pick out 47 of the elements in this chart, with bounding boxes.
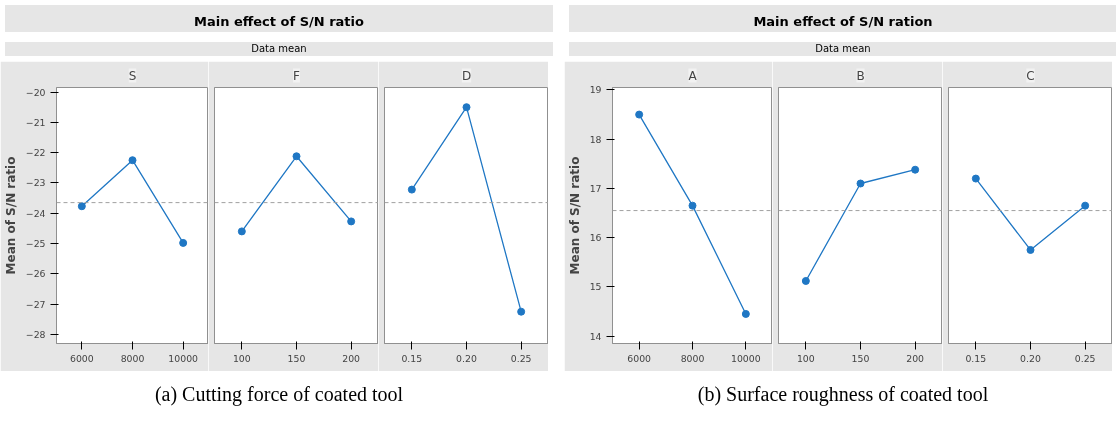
x-tick-label: 8000	[120, 352, 145, 364]
x-tick-label: 0.20	[1020, 352, 1041, 364]
y-tick-label: −26	[25, 268, 46, 280]
y-tick-label: 17	[589, 182, 602, 194]
text: Data mean	[815, 41, 871, 56]
text: Main effect of S/N ration	[753, 13, 933, 31]
x-tick-label: 100	[232, 352, 251, 364]
y-tick-label: −22	[25, 146, 46, 158]
x-tick-label: 200	[342, 352, 361, 364]
y-tick-label: −24	[25, 207, 46, 219]
text: (b) Surface roughness of coated tool	[697, 381, 989, 408]
x-tick-label: 0.20	[456, 352, 477, 364]
chart-title: S	[128, 68, 137, 83]
x-tick-label: 10000	[731, 352, 761, 364]
x-tick-label: 150	[851, 352, 870, 364]
x-tick-label: 200	[906, 352, 925, 364]
chart-title: F	[293, 68, 301, 83]
chart-title: B	[856, 68, 865, 83]
y-axis-title: Mean of S/N ratio	[567, 156, 582, 275]
chart-title: C	[1026, 68, 1035, 83]
y-tick-label: 16	[589, 232, 602, 243]
x-tick-label: 0.25	[1074, 352, 1096, 364]
x-tick-label: 6000	[627, 352, 652, 364]
y-tick-label: −23	[25, 177, 46, 189]
text: Main effect of S/N ratio	[194, 13, 364, 31]
y-tick-label: 19	[589, 84, 602, 96]
y-tick-label: −25	[25, 237, 46, 249]
y-tick-label: 14	[589, 330, 602, 342]
text: Data mean	[251, 41, 307, 56]
y-tick-label: −20	[25, 86, 46, 98]
y-tick-label: −21	[25, 116, 46, 128]
chart-title: A	[688, 68, 698, 83]
x-tick-label: 10000	[168, 352, 199, 364]
chart-title: D	[461, 68, 472, 83]
x-tick-label: 100	[796, 352, 815, 364]
y-axis-title: Mean of S/N ratio	[3, 156, 18, 275]
y-tick-label: −27	[25, 298, 46, 310]
text: (a) Cutting force of coated tool	[154, 381, 404, 408]
x-tick-label: 8000	[680, 352, 705, 364]
x-tick-label: 150	[287, 352, 306, 364]
x-tick-label: 0.15	[401, 352, 423, 364]
x-tick-label: 0.25	[510, 352, 532, 364]
x-tick-label: 6000	[69, 352, 94, 364]
y-tick-label: 15	[589, 281, 602, 293]
y-tick-label: 18	[589, 133, 602, 145]
y-tick-label: −28	[25, 328, 46, 340]
x-tick-label: 0.15	[965, 352, 987, 364]
